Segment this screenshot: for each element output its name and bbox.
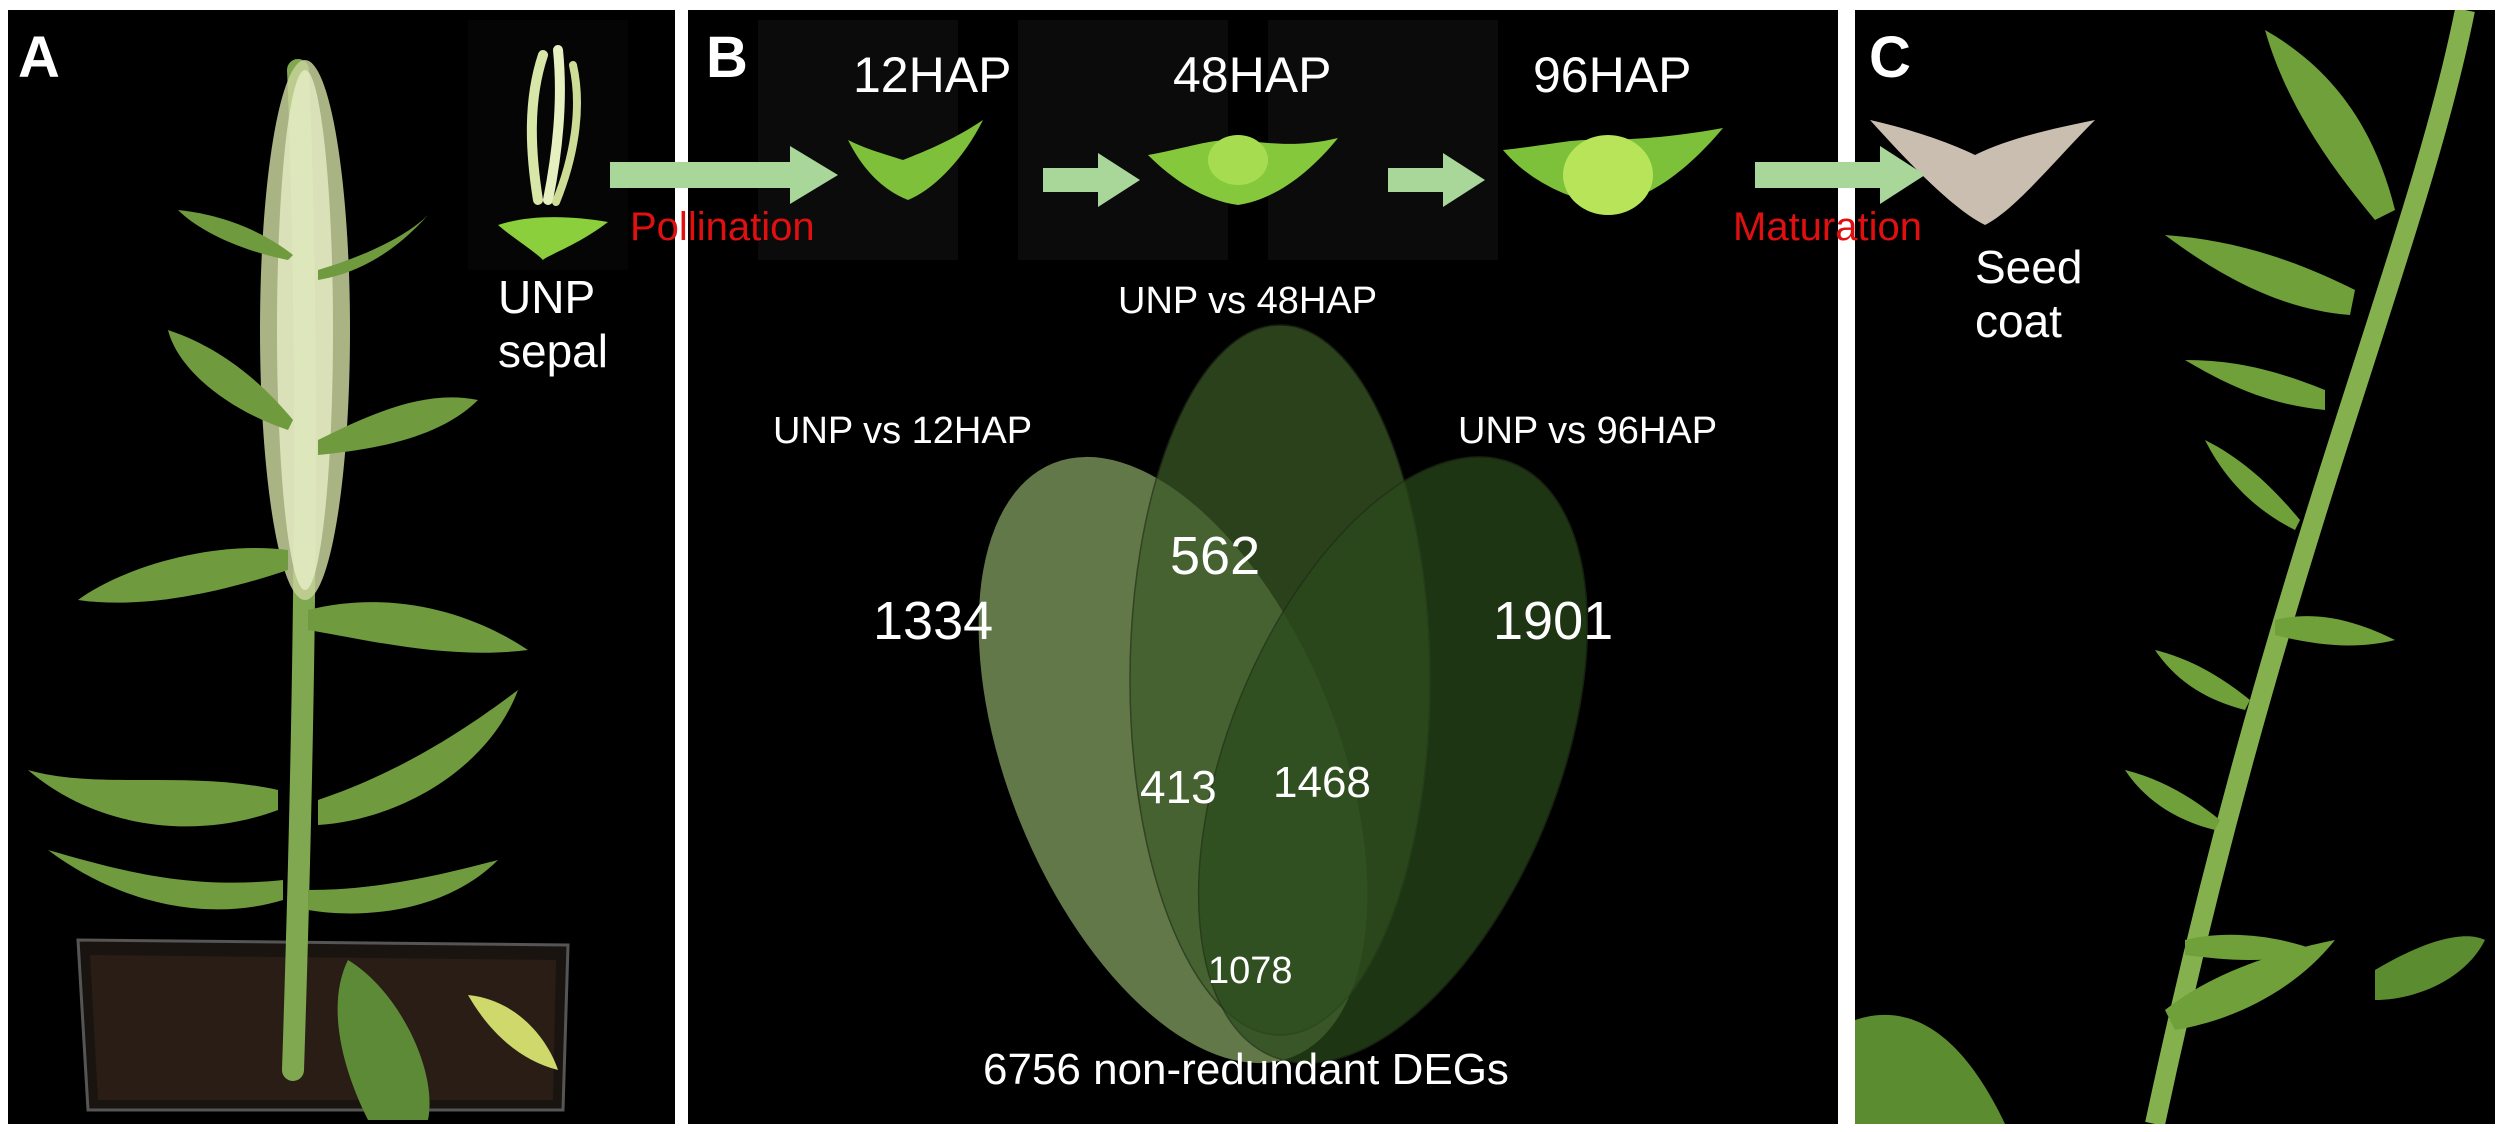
venn-diagram [978,324,1589,1064]
venn-label-48hap: UNP vs 48HAP [1118,280,1378,322]
branch-stem [2145,10,2475,1124]
unp-label-line2: sepal [498,325,608,377]
leaves [28,210,528,914]
venn-count-12-48: 413 [1140,761,1217,813]
plant-illustration [28,20,628,1120]
panel-letter-c: C [1869,25,1911,90]
stage-label-96hap: 96HAP [1533,47,1692,103]
venn-count-all-three: 1078 [1208,950,1293,992]
panel-c: C Seed coat [1855,10,2495,1124]
stage-label-48hap: 48HAP [1173,47,1332,103]
venn-footer: 6756 non-redundant DEGs [983,1045,1509,1094]
stage-48hap-image [1148,135,1338,205]
venn-count-only-48hap: 562 [1170,526,1261,586]
branch-leaves [1855,30,2485,1124]
pollination-label: Pollination [630,205,815,249]
seed-label-line1: Seed [1975,241,2083,293]
soil [90,955,556,1100]
venn-label-96hap: UNP vs 96HAP [1458,410,1718,452]
seed-coat-label: Seed coat [1975,240,2082,348]
stage-12hap-image [848,120,983,200]
stage-96hap-image [1503,128,1723,215]
panel-b-graphic [758,20,1723,1064]
panel-b: B 12HAP 48HAP 96HAP UNP vs 12HAP UNP vs … [688,10,1838,1124]
unp-sepal-label: UNP sepal [498,270,608,378]
arrow-48-to-96 [1388,153,1485,207]
venn-count-48-96: 1468 [1273,758,1371,807]
seed-label-line2: coat [1975,295,2062,347]
branch-illustration [1855,10,2485,1124]
arrow-12-to-48 [1043,153,1140,207]
unp-label-line1: UNP [498,271,596,323]
panel-letter-a: A [18,25,60,90]
venn-label-12hap: UNP vs 12HAP [773,410,1033,452]
venn-count-only-12hap: 1334 [873,591,994,651]
panel-a: A UNP sepal [8,10,675,1124]
venn-set-96hap [1197,456,1589,1064]
seed-coat-image [1870,120,2095,225]
maturation-label: Maturation [1733,205,1922,249]
panel-letter-b: B [706,25,748,90]
unp-sepal-image [498,45,608,260]
front-leaf [337,960,430,1120]
venn-count-only-96hap: 1901 [1493,591,1614,651]
stage-label-12hap: 12HAP [853,47,1012,103]
stage-arrows [1043,153,1485,207]
